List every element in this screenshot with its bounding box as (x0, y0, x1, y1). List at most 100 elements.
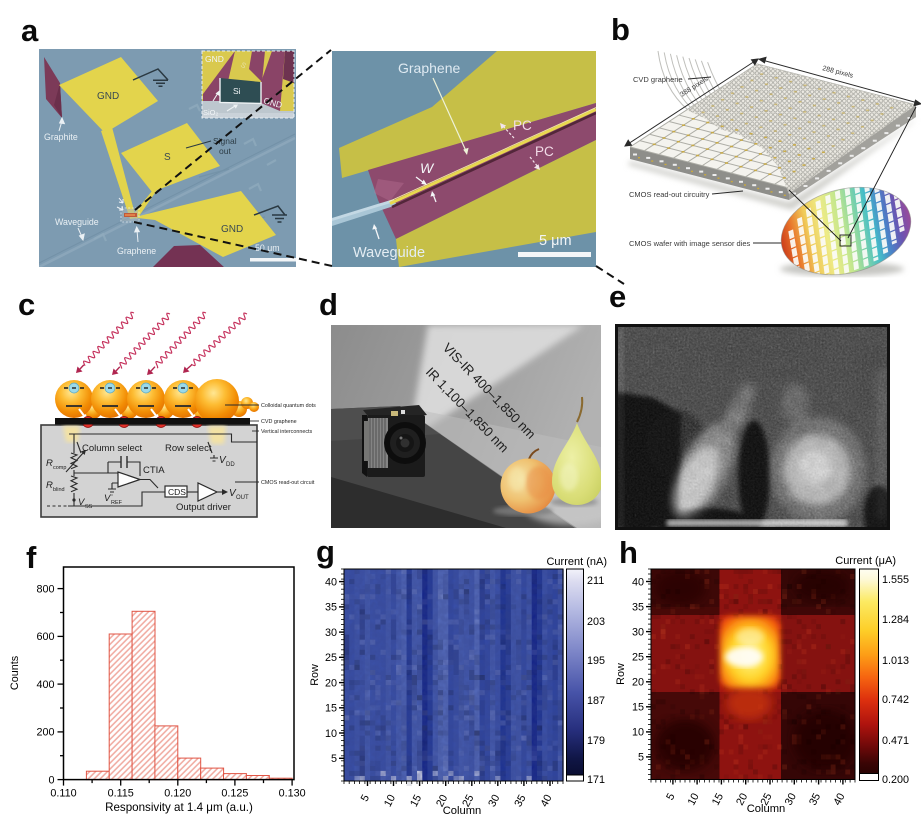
svg-text:5: 5 (331, 753, 337, 765)
svg-text:15: 15 (325, 703, 337, 715)
svg-text:5: 5 (664, 791, 677, 802)
svg-text:35: 35 (807, 791, 823, 807)
svg-text:Counts: Counts (9, 655, 21, 690)
svg-text:5 μm: 5 μm (539, 233, 572, 249)
svg-text:171: 171 (587, 774, 605, 786)
svg-text:0.471: 0.471 (882, 735, 909, 747)
svg-text:CMOS wafer with image sensor d: CMOS wafer with image sensor dies (629, 239, 751, 248)
svg-text:10: 10 (382, 793, 398, 809)
svg-text:SS: SS (85, 504, 93, 510)
svg-text:Current (μA): Current (μA) (835, 555, 896, 567)
svg-text:0.742: 0.742 (882, 694, 909, 706)
svg-text:W: W (420, 160, 435, 176)
svg-text:35: 35 (512, 793, 528, 809)
svg-text:40: 40 (538, 793, 554, 809)
svg-text:20: 20 (325, 677, 337, 689)
svg-text:203: 203 (587, 616, 605, 628)
svg-text:400: 400 (36, 679, 54, 691)
svg-text:R: R (46, 480, 53, 491)
svg-text:out: out (219, 146, 231, 156)
svg-text:Row: Row (615, 663, 627, 685)
svg-text:Waveguide: Waveguide (353, 245, 425, 261)
svg-text:0.110: 0.110 (50, 788, 76, 800)
svg-text:Column select: Column select (82, 443, 143, 454)
svg-text:20: 20 (632, 677, 644, 689)
svg-text:15: 15 (710, 791, 726, 807)
svg-text:Signal: Signal (213, 136, 237, 146)
svg-text:Row: Row (310, 664, 321, 686)
svg-text:179: 179 (587, 735, 605, 747)
svg-text:Row select: Row select (165, 443, 212, 454)
svg-text:Column: Column (747, 803, 786, 815)
svg-text:25: 25 (758, 791, 774, 807)
svg-text:Current (nA): Current (nA) (546, 556, 607, 568)
svg-text:0.125: 0.125 (221, 788, 248, 800)
svg-text:50 μm: 50 μm (255, 243, 280, 253)
svg-text:Graphene: Graphene (117, 246, 156, 256)
svg-text:0.120: 0.120 (164, 788, 191, 800)
svg-text:Graphene: Graphene (398, 60, 460, 76)
svg-text:GND: GND (221, 224, 243, 235)
svg-text:OUT: OUT (236, 495, 249, 501)
svg-text:30: 30 (486, 793, 502, 809)
svg-text:800: 800 (36, 583, 54, 595)
svg-text:10: 10 (632, 727, 644, 739)
svg-text:25: 25 (325, 652, 337, 664)
svg-text:CVD graphene: CVD graphene (261, 419, 297, 425)
svg-text:PC: PC (535, 144, 554, 159)
svg-text:R: R (46, 458, 53, 469)
svg-text:comp: comp (53, 465, 66, 471)
svg-text:S: S (239, 60, 248, 70)
svg-text:5: 5 (359, 793, 372, 804)
svg-text:30: 30 (632, 626, 644, 638)
svg-text:20: 20 (434, 793, 450, 809)
svg-text:Colloidal quantum dots: Colloidal quantum dots (261, 403, 316, 409)
svg-text:200: 200 (36, 727, 54, 739)
svg-text:10: 10 (325, 728, 337, 740)
svg-text:GND: GND (205, 54, 224, 64)
svg-text:0.130: 0.130 (279, 788, 306, 800)
svg-text:15: 15 (408, 793, 424, 809)
svg-text:40: 40 (831, 791, 847, 807)
svg-text:40: 40 (632, 576, 644, 588)
svg-text:CMOS read-out circuitry: CMOS read-out circuitry (629, 190, 710, 199)
svg-text:CMOS read-out circuit: CMOS read-out circuit (261, 480, 315, 486)
svg-text:Responsivity at 1.4 μm (a.u.): Responsivity at 1.4 μm (a.u.) (105, 801, 253, 814)
svg-text:Column: Column (443, 805, 482, 817)
svg-text:0.115: 0.115 (108, 788, 134, 800)
svg-text:V: V (104, 493, 112, 504)
svg-text:0: 0 (48, 774, 54, 786)
svg-text:Waveguide: Waveguide (55, 217, 99, 227)
svg-text:Si: Si (233, 86, 241, 96)
svg-text:CDS: CDS (168, 487, 186, 497)
svg-text:30: 30 (783, 791, 799, 807)
svg-text:SiO₂: SiO₂ (203, 108, 219, 117)
svg-text:CTIA: CTIA (143, 465, 165, 476)
svg-text:211: 211 (587, 575, 604, 587)
svg-text:0.200: 0.200 (882, 774, 909, 786)
svg-text:Graphite: Graphite (44, 132, 78, 142)
svg-text:1.013: 1.013 (882, 655, 909, 667)
svg-text:blind: blind (53, 487, 65, 493)
svg-text:35: 35 (325, 602, 337, 614)
svg-text:1.284: 1.284 (882, 614, 909, 626)
svg-text:Vertical interconnects: Vertical interconnects (261, 429, 313, 435)
svg-text:PC: PC (513, 118, 532, 133)
svg-text:V: V (229, 488, 237, 499)
svg-text:187: 187 (587, 695, 605, 707)
svg-text:1.555: 1.555 (882, 574, 909, 586)
svg-text:195: 195 (587, 655, 605, 667)
svg-text:V: V (78, 497, 86, 508)
svg-text:35: 35 (632, 601, 644, 613)
svg-text:5: 5 (638, 752, 644, 764)
svg-text:30: 30 (325, 627, 337, 639)
svg-text:V: V (219, 455, 227, 466)
svg-text:REF: REF (111, 500, 123, 506)
svg-text:40: 40 (325, 576, 337, 588)
svg-text:Output driver: Output driver (176, 502, 231, 513)
svg-text:S: S (164, 152, 171, 163)
svg-text:15: 15 (632, 702, 644, 714)
svg-text:DD: DD (226, 462, 235, 468)
svg-text:20: 20 (734, 791, 750, 807)
svg-text:CVD graphene: CVD graphene (633, 75, 683, 84)
